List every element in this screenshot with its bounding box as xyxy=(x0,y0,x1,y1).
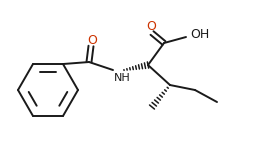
Text: NH: NH xyxy=(114,73,131,83)
Text: O: O xyxy=(87,33,97,46)
Text: OH: OH xyxy=(190,27,209,40)
Text: O: O xyxy=(146,20,156,33)
